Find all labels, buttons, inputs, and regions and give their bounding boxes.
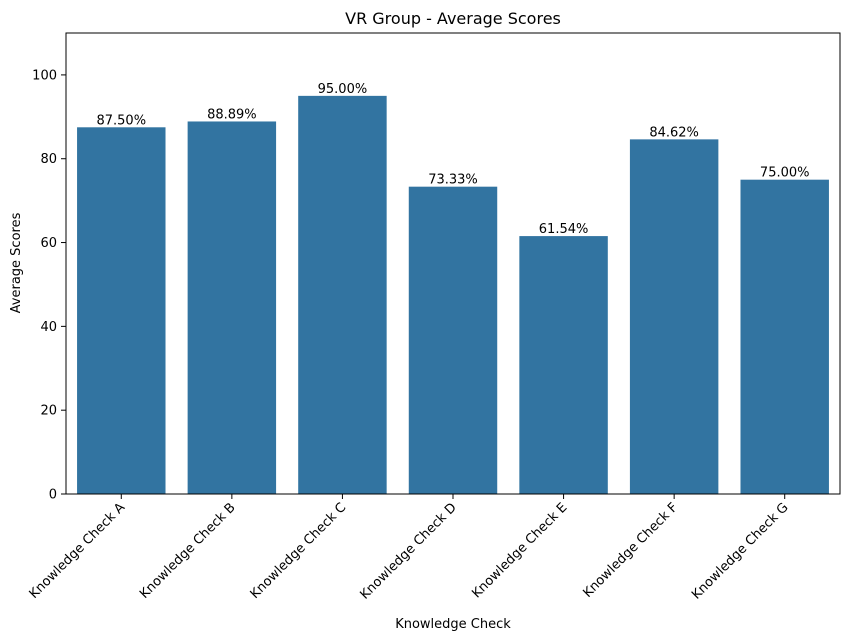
- bar-value-label: 87.50%: [96, 113, 146, 128]
- chart-title: VR Group - Average Scores: [345, 9, 561, 28]
- bar: [519, 236, 608, 494]
- x-tick-label: Knowledge Check E: [469, 500, 570, 601]
- x-tick-label: Knowledge Check G: [689, 500, 791, 602]
- bar-value-label: 73.33%: [428, 173, 478, 188]
- y-tick-label: 20: [40, 404, 57, 419]
- bar-value-label: 61.54%: [539, 222, 589, 237]
- bar: [298, 95, 387, 494]
- data-labels-layer: 87.50% 88.89% 95.00% 73.33% 61.54% 84.62% 75.0…: [96, 82, 809, 237]
- bar: [187, 121, 277, 494]
- x-tick-label: Knowledge Check C: [248, 500, 350, 602]
- bar: [408, 186, 498, 494]
- y-tick-label: 100: [32, 68, 57, 83]
- bar-value-label: 75.00%: [760, 166, 810, 181]
- x-tick-label: Knowledge Check F: [580, 500, 681, 601]
- x-tick-label: Knowledge Check A: [27, 500, 129, 602]
- x-tick-label: Knowledge Check B: [137, 500, 239, 602]
- plot-frame: [65, 32, 841, 495]
- y-tick-label: 80: [40, 152, 57, 167]
- y-tick-label: 40: [40, 320, 57, 335]
- y-tick-label: 60: [40, 236, 57, 251]
- y-axis: 0 20 40 60 80 100: [32, 68, 66, 503]
- bars-layer: [77, 95, 829, 494]
- bar-value-label: 84.62%: [649, 125, 699, 140]
- y-tick-label: 0: [49, 488, 57, 503]
- y-axis-title: Average Scores: [9, 212, 24, 313]
- bar-value-label: 88.89%: [207, 107, 257, 122]
- bar: [77, 127, 166, 494]
- bar: [629, 139, 719, 494]
- x-axis-title: Knowledge Check: [395, 617, 511, 632]
- x-tick-label: Knowledge Check D: [357, 500, 459, 602]
- bar: [740, 179, 829, 494]
- bar-value-label: 95.00%: [318, 82, 368, 97]
- x-axis: Knowledge Check A Knowledge Check B Knowle…: [27, 494, 792, 603]
